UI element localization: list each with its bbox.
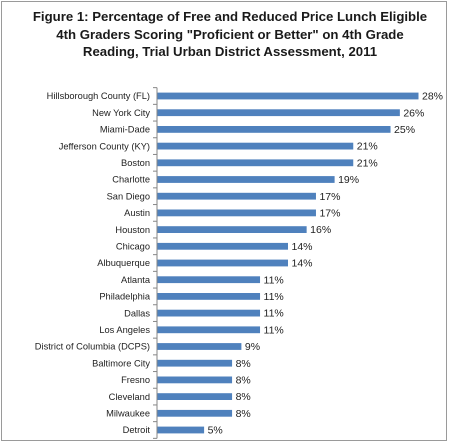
data-label: 11%	[264, 308, 284, 320]
data-label: 8%	[236, 408, 251, 420]
chart-title-line-1: Figure 1: Percentage of Free and Reduced…	[32, 9, 428, 24]
bar	[157, 376, 233, 384]
data-label: 21%	[357, 157, 378, 169]
category-label: Albuquerque	[97, 258, 150, 268]
bar	[157, 159, 354, 167]
data-label: 21%	[357, 141, 378, 153]
category-label: Dallas	[124, 308, 150, 318]
category-label: Fresno	[121, 375, 150, 385]
bar	[157, 426, 205, 434]
category-label: Boston	[121, 158, 150, 168]
chart-title: Figure 1: Percentage of Free and Reduced…	[20, 8, 440, 61]
bar	[157, 176, 335, 183]
data-label: 8%	[236, 375, 251, 387]
data-label: 17%	[319, 191, 340, 203]
category-label: Los Angeles	[99, 325, 150, 335]
bar	[157, 276, 261, 284]
category-label: Atlanta	[121, 275, 151, 285]
data-label: 5%	[208, 425, 223, 437]
chart-title-line-2: 4th Graders Scoring "Proficient or Bette…	[56, 26, 404, 42]
data-label: 11%	[264, 291, 284, 303]
data-label: 17%	[319, 208, 340, 220]
data-label: 26%	[403, 107, 424, 119]
category-label: Milwaukee	[106, 409, 150, 419]
bar	[157, 226, 307, 233]
bar	[157, 393, 233, 400]
category-label: Hillsborough County (FL)	[47, 91, 150, 101]
bar	[157, 209, 316, 217]
data-label: 28%	[422, 91, 443, 103]
bar	[157, 126, 391, 133]
data-label: 19%	[338, 174, 359, 186]
category-label: New York City	[92, 108, 150, 118]
data-label: 16%	[310, 224, 331, 236]
category-label: Charlotte	[112, 175, 150, 185]
bar	[157, 343, 242, 350]
category-label: Baltimore City	[92, 358, 150, 368]
data-label: 14%	[292, 241, 313, 253]
category-label: San Diego	[107, 191, 150, 201]
data-label: 11%	[264, 274, 284, 286]
bar	[157, 142, 354, 150]
bar	[157, 192, 316, 200]
category-label: Cleveland	[109, 392, 150, 402]
chart-title-line-3: Reading, Trial Urban District Assessment…	[82, 44, 378, 59]
category-label: Philadelphia	[99, 292, 150, 302]
data-label: 11%	[264, 324, 284, 336]
data-label: 25%	[394, 124, 415, 136]
category-label: District of Columbia (DCPS)	[35, 342, 150, 352]
bar	[157, 359, 233, 367]
data-label: 14%	[292, 258, 313, 270]
bar	[157, 293, 261, 300]
data-label: 9%	[245, 341, 260, 353]
category-label: Chicago	[116, 242, 150, 252]
bar	[157, 92, 419, 100]
category-label: Houston	[115, 225, 150, 235]
bar	[157, 409, 233, 417]
bar	[157, 326, 261, 334]
category-label: Detroit	[123, 425, 151, 435]
bar	[157, 259, 288, 267]
data-label: 8%	[236, 358, 251, 370]
category-label: Austin	[124, 208, 150, 218]
bar	[157, 242, 288, 250]
bar	[157, 109, 400, 117]
category-label: Miami-Dade	[100, 125, 150, 135]
bar	[157, 309, 261, 317]
category-label: Jefferson County (KY)	[59, 141, 150, 151]
data-label: 8%	[236, 391, 251, 403]
